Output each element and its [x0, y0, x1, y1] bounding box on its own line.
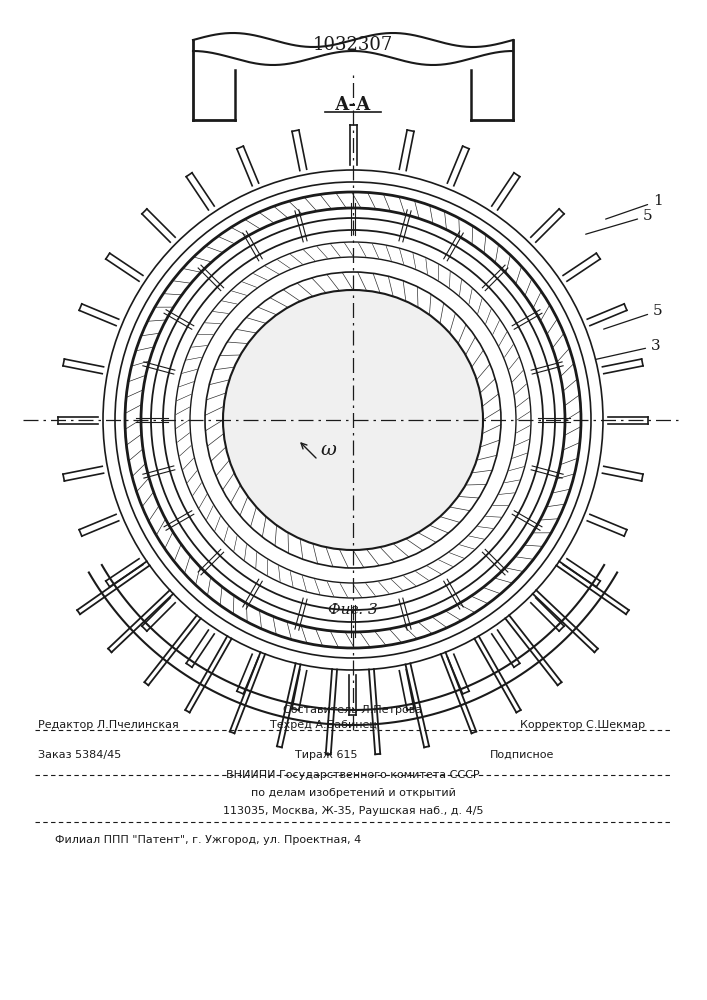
Text: Заказ 5384/45: Заказ 5384/45	[38, 750, 121, 760]
Text: Филиал ППП "Патент", г. Ужгород, ул. Проектная, 4: Филиал ППП "Патент", г. Ужгород, ул. Про…	[55, 835, 361, 845]
Text: Подписное: Подписное	[490, 750, 554, 760]
Circle shape	[223, 290, 483, 550]
Text: по делам изобретений и открытий: по делам изобретений и открытий	[250, 788, 455, 798]
Text: 1032307: 1032307	[313, 36, 393, 54]
Text: 5: 5	[585, 209, 653, 234]
Text: А-А: А-А	[334, 96, 371, 114]
Text: Редактор Л.Пчелинская: Редактор Л.Пчелинская	[38, 720, 179, 730]
Text: Фиг. 3: Фиг. 3	[328, 603, 378, 617]
Text: Техред А.Бабинец: Техред А.Бабинец	[270, 720, 377, 730]
Text: 1: 1	[606, 194, 662, 219]
Text: ω: ω	[320, 441, 336, 459]
Text: Корректор С.Шекмар: Корректор С.Шекмар	[520, 720, 645, 730]
Text: Составитель Л.Петрова: Составитель Л.Петрова	[284, 705, 423, 715]
Text: 5: 5	[604, 304, 662, 329]
Text: Тираж 615: Тираж 615	[295, 750, 358, 760]
Text: ВНИИПИ Государственного комитета СССР: ВНИИПИ Государственного комитета СССР	[226, 770, 480, 780]
Text: 113035, Москва, Ж-35, Раушская наб., д. 4/5: 113035, Москва, Ж-35, Раушская наб., д. …	[223, 806, 484, 816]
Text: 3: 3	[596, 339, 660, 359]
